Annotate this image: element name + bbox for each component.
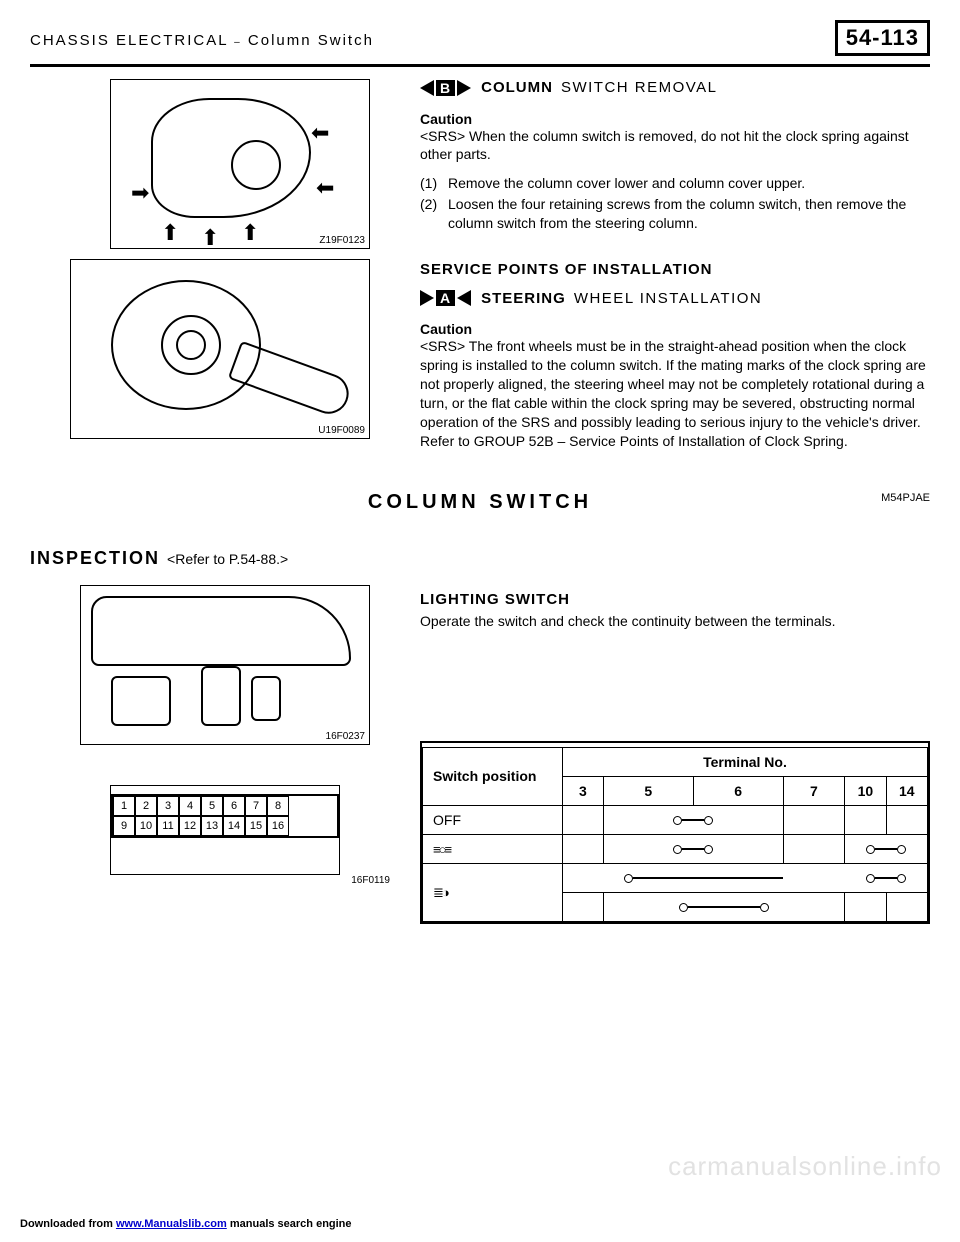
header-subject: Column Switch: [248, 32, 374, 49]
th-t5: 5: [603, 776, 693, 805]
pin-9: 9: [113, 816, 135, 836]
th-t10: 10: [845, 776, 886, 805]
figure-column-cover: ➡ ⬆ ⬆ ⬆ ⬅ ⬅ Z19F0123: [110, 79, 370, 249]
pin-3: 3: [157, 796, 179, 816]
pin-16: 16: [267, 816, 289, 836]
triangle-right-icon: [457, 80, 471, 96]
figure-3-label: 16F0237: [326, 731, 365, 742]
removal-title-1: COLUMN: [481, 79, 553, 96]
th-t3: 3: [563, 776, 604, 805]
pin-6: 6: [223, 796, 245, 816]
watermark: carmanualsonline.info: [668, 1151, 942, 1182]
figure-clock-spring: U19F0089: [70, 259, 370, 439]
switch-title: COLUMN SWITCH: [368, 491, 592, 513]
footer-link[interactable]: www.Manualslib.com: [116, 1218, 227, 1230]
removal-step-1: Remove the column cover lower and column…: [448, 174, 805, 193]
footer: Downloaded from www.Manualslib.com manua…: [20, 1218, 352, 1230]
header-chassis-text: CHASSIS ELECTRICAL: [30, 32, 228, 49]
figure-1-label: Z19F0123: [319, 235, 365, 246]
cont-5-7: [603, 892, 844, 921]
row-park-label: ≡○≡: [423, 834, 563, 863]
figure-connector: 1 2 3 4 5 6 7 8 9 10 11 12 13 14 15 16: [110, 785, 340, 875]
pin-15: 15: [245, 816, 267, 836]
install-title-2: WHEEL INSTALLATION: [574, 290, 762, 307]
pin-5: 5: [201, 796, 223, 816]
install-title-1: STEERING: [481, 290, 566, 307]
inspection-ref: <Refer to P.54-88.>: [167, 551, 288, 567]
table-row: ≡○≡: [423, 834, 928, 863]
table-row: ≣◑: [423, 863, 928, 892]
pin-1: 1: [113, 796, 135, 816]
footer-post: manuals search engine: [230, 1218, 352, 1230]
cont-5-6: [603, 805, 783, 834]
headlight-icon: ≣◑: [433, 885, 448, 900]
lighting-heading: LIGHTING SWITCH: [420, 591, 930, 608]
pin-8: 8: [267, 796, 289, 816]
removal-steps: (1)Remove the column cover lower and col…: [420, 174, 930, 233]
install-heading: SERVICE POINTS OF INSTALLATION: [420, 261, 930, 278]
row-removal: ➡ ⬆ ⬆ ⬆ ⬅ ⬅ Z19F0123 U19F0089 B: [30, 79, 930, 451]
callout-b-box: B: [436, 80, 455, 96]
th-t14: 14: [886, 776, 927, 805]
switch-code: M54PJAE: [881, 492, 930, 504]
page-header: CHASSIS ELECTRICAL – Column Switch 54-11…: [30, 20, 930, 56]
figure-2-label: U19F0089: [318, 425, 365, 436]
footer-pre: Downloaded from: [20, 1218, 116, 1230]
cont-10-14-b: [845, 863, 928, 892]
triangle-right-icon-2: [420, 290, 434, 306]
cont-3-wide: [563, 863, 845, 892]
th-switch-position: Switch position: [423, 747, 563, 805]
removal-title-2: SWITCH REMOVAL: [561, 79, 718, 96]
removal-step-2: Loosen the four retaining screws from th…: [448, 195, 930, 233]
pin-7: 7: [245, 796, 267, 816]
continuity-table: Switch position Terminal No. 3 5 6 7 10 …: [422, 747, 928, 922]
parking-light-icon: ≡○≡: [433, 842, 450, 857]
triangle-left-icon-2: [457, 290, 471, 306]
pin-13: 13: [201, 816, 223, 836]
install-callout: A STEERING WHEEL INSTALLATION: [420, 290, 762, 307]
removal-callout: B COLUMN SWITCH REMOVAL: [420, 79, 718, 96]
callout-a-box: A: [436, 290, 455, 306]
pin-12: 12: [179, 816, 201, 836]
figure-4-label: 16F0119: [30, 875, 390, 886]
cont-10-14: [845, 834, 928, 863]
header-dash: –: [234, 37, 242, 48]
lighting-text: Operate the switch and check the continu…: [420, 612, 930, 631]
cont-5-6-b: [603, 834, 783, 863]
removal-caution-label: Caution: [420, 111, 930, 127]
pin-4: 4: [179, 796, 201, 816]
figure-under-dash: 16F0237: [80, 585, 370, 745]
connector-pin-grid: 1 2 3 4 5 6 7 8 9 10 11 12 13 14 15 16: [111, 794, 339, 838]
pin-10: 10: [135, 816, 157, 836]
row-off-label: OFF: [423, 805, 563, 834]
row-lighting: 16F0237 1 2 3 4 5 6 7 8 9 10 11 12 13: [30, 585, 930, 924]
install-caution-label: Caution: [420, 321, 930, 337]
pin-14: 14: [223, 816, 245, 836]
inspection-heading: INSPECTION: [30, 548, 160, 568]
header-chassis: CHASSIS ELECTRICAL – Column Switch: [30, 32, 835, 49]
table-row: OFF: [423, 805, 928, 834]
th-t6: 6: [693, 776, 783, 805]
pin-2: 2: [135, 796, 157, 816]
page-number: 54-113: [835, 20, 930, 56]
continuity-table-wrap: Switch position Terminal No. 3 5 6 7 10 …: [420, 741, 930, 924]
removal-caution-text: <SRS> When the column switch is removed,…: [420, 127, 930, 165]
pin-11: 11: [157, 816, 179, 836]
th-terminal-no: Terminal No.: [563, 747, 928, 776]
header-rule: [30, 64, 930, 67]
install-caution-text: <SRS> The front wheels must be in the st…: [420, 337, 930, 450]
th-t7: 7: [783, 776, 845, 805]
row-head-label: ≣◑: [423, 863, 563, 921]
column-switch-section: COLUMN SWITCH M54PJAE INSPECTION <Refer …: [30, 491, 930, 569]
triangle-left-icon: [420, 80, 434, 96]
